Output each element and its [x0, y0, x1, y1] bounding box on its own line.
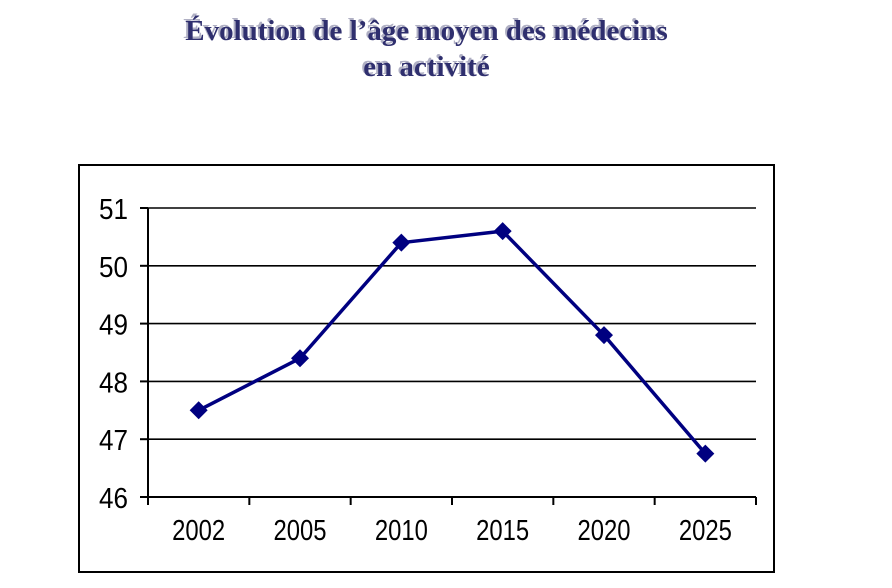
y-tick-label: 48 [99, 367, 128, 399]
x-tick-label: 2020 [578, 515, 631, 547]
data-point-marker-2010 [392, 233, 411, 252]
chart-title: Évolution de l’âge moyen des médecins en… [78, 13, 775, 85]
y-tick-label: 46 [99, 483, 128, 515]
x-tick-label: 2015 [476, 515, 529, 547]
data-point-marker-2025 [696, 444, 715, 463]
y-tick-label: 51 [99, 194, 128, 226]
chart-plot-container: 46 47 48 49 50 51 2002 2005 2010 2015 2020 2025 [78, 164, 775, 573]
y-tick-label: 49 [99, 310, 128, 342]
x-tick-label: 2010 [375, 515, 428, 547]
x-tick-label: 2025 [679, 515, 732, 547]
data-point-marker-2015 [493, 222, 512, 241]
x-tick-label: 2002 [172, 515, 225, 547]
series-line [196, 229, 708, 456]
data-point-marker-2002 [189, 401, 208, 420]
y-tick-label: 50 [99, 252, 128, 284]
x-tick-label: 2005 [274, 515, 327, 547]
data-point-marker-2020 [595, 326, 613, 345]
line-chart: 46 47 48 49 50 51 2002 2005 2010 2015 2020 2025 [99, 194, 757, 547]
data-point-marker-2005 [291, 349, 309, 368]
chart-title-line2: en activité [363, 51, 490, 83]
y-tick-label: 47 [99, 425, 128, 457]
chart-title-line1: Évolution de l’âge moyen des médecins [185, 15, 668, 47]
